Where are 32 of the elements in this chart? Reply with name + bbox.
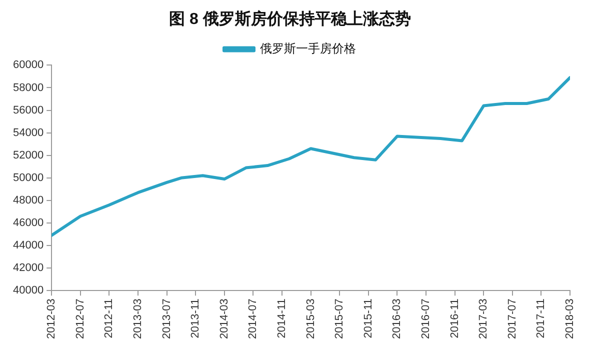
x-tick-label: 2012-11: [103, 298, 116, 338]
y-tick-label: 44000: [12, 240, 44, 252]
x-tick-label: 2017-07: [506, 298, 518, 340]
x-tick-label: 2018-03: [564, 298, 576, 340]
y-tick-label: 46000: [12, 217, 44, 230]
x-tick-label: 2015-11: [362, 298, 374, 338]
y-tick-label: 48000: [12, 194, 44, 206]
y-tick-label: 52000: [12, 149, 44, 162]
x-tick-label: 2017-11: [535, 298, 548, 338]
y-tick-label: 50000: [12, 172, 44, 184]
x-tick-label: 2016-11: [448, 298, 461, 338]
y-tick-label: 58000: [12, 82, 44, 94]
x-tick-label: 2014-03: [218, 298, 230, 340]
x-tick-label: 2015-07: [334, 298, 346, 340]
y-tick-label: 40000: [12, 284, 44, 297]
y-tick-label: 60000: [12, 59, 44, 72]
x-tick-label: 2017-03: [478, 298, 490, 340]
y-tick-label: 42000: [12, 262, 44, 274]
x-tick-label: 2013-11: [190, 298, 202, 338]
x-tick-label: 2015-03: [304, 298, 317, 340]
legend-label: 俄罗斯一手房价格: [260, 42, 356, 56]
y-tick-label: 56000: [12, 104, 44, 116]
x-tick-label: 2013-03: [132, 298, 144, 340]
x-tick-label: 2013-07: [160, 298, 173, 340]
x-tick-label: 2014-11: [276, 298, 288, 338]
y-tick-label: 54000: [12, 126, 44, 139]
x-tick-label: 2016-07: [420, 298, 432, 340]
x-tick-label: 2014-07: [247, 298, 260, 340]
x-tick-label: 2012-07: [74, 298, 86, 340]
chart-title: 图 8 俄罗斯房价保持平稳上涨态势: [169, 9, 411, 28]
x-tick-label: 2012-03: [46, 298, 58, 340]
x-tick-label: 2016-03: [391, 298, 404, 340]
